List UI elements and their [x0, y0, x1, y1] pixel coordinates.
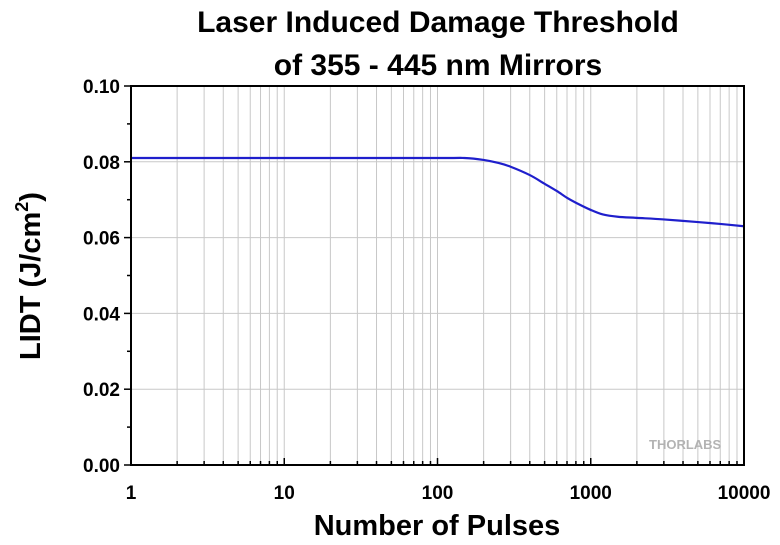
x-tick-label: 1000: [570, 483, 612, 504]
y-tick-label: 0.02: [83, 380, 120, 401]
x-tick-label: 10: [274, 483, 295, 504]
grid-lines: [131, 86, 744, 465]
chart-title-line-1: Laser Induced Damage Threshold: [197, 6, 679, 39]
y-tick-label: 0.06: [83, 229, 120, 250]
y-tick-label: 0.04: [83, 304, 120, 325]
y-tick-label: 0.08: [83, 153, 120, 174]
chart-title-line-2: of 355 - 445 nm Mirrors: [274, 49, 602, 82]
x-axis-label: Number of Pulses: [314, 510, 561, 542]
thorlabs-watermark: THORLABS: [649, 437, 722, 452]
lidt-series-line: [131, 156, 745, 228]
y-axis-label-superscript: 2: [12, 202, 32, 212]
data-series: [131, 156, 745, 228]
y-tick-label: 0.00: [83, 456, 120, 477]
y-axis-label-main: LIDT (J/cm: [15, 212, 47, 360]
y-axis-label: LIDT (J/cm2): [12, 192, 47, 360]
x-tick-label: 100: [422, 483, 454, 504]
x-tick-label: 10000: [718, 483, 771, 504]
x-tick-label: 1: [126, 483, 137, 504]
plot-frame: [130, 85, 745, 466]
y-tick-label: 0.10: [83, 77, 120, 98]
y-axis-label-close: ): [15, 192, 47, 202]
tick-labels: 1 10 100 1000 10000 0.00 0.02 0.04 0.06 0.08 0.10: [83, 77, 770, 504]
